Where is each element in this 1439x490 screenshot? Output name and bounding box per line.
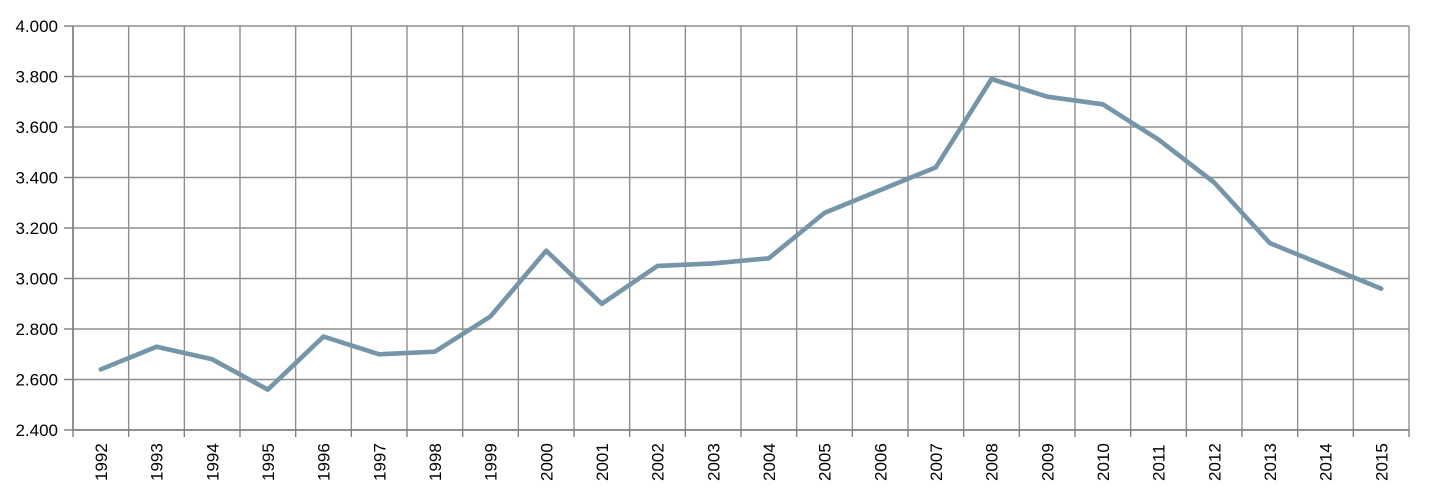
x-axis-tick-label: 2008 [983,443,1002,481]
y-axis-tick-label: 3.400 [15,169,58,188]
x-axis-tick-label: 1997 [370,443,389,481]
x-axis-tick-label: 1994 [203,443,222,481]
y-axis-tick-label: 3.000 [15,270,58,289]
x-axis-tick-label: 2001 [593,443,612,481]
y-axis-tick-label: 2.800 [15,320,58,339]
x-axis-tick-label: 2012 [1205,443,1224,481]
x-axis-tick-label: 1998 [426,443,445,481]
x-axis-tick-label: 2009 [1038,443,1057,481]
x-axis-tick-label: 1992 [92,443,111,481]
y-axis-tick-label: 3.200 [15,219,58,238]
y-axis-tick-label: 2.400 [15,421,58,440]
x-axis-tick-label: 2004 [760,443,779,481]
x-axis-tick-label: 2011 [1150,444,1169,481]
x-axis-tick-label: 2013 [1261,443,1280,481]
x-axis-tick-label: 1996 [315,443,334,481]
x-axis-tick-label: 1993 [148,443,167,481]
x-axis-tick-label: 2014 [1317,443,1336,481]
x-axis-tick-label: 2010 [1094,443,1113,481]
x-axis-tick-label: 2006 [871,443,890,481]
x-axis-tick-label: 2002 [649,443,668,481]
data-series-line [98,76,1384,392]
x-axis-tick-label: 1995 [259,443,278,481]
x-axis-tick-label: 2007 [927,443,946,481]
y-axis-tick-label: 3.600 [15,118,58,137]
y-axis-tick-label: 4.000 [15,17,58,36]
x-axis-tick-label: 2015 [1372,443,1391,481]
x-axis-tick-label: 2005 [816,443,835,481]
y-axis-tick-label: 3.800 [15,68,58,87]
x-axis-tick-label: 1999 [482,443,501,481]
x-axis-tick-label: 2003 [704,443,723,481]
y-axis-tick-label: 2.600 [15,371,58,390]
x-axis-tick-label: 2000 [537,443,556,481]
